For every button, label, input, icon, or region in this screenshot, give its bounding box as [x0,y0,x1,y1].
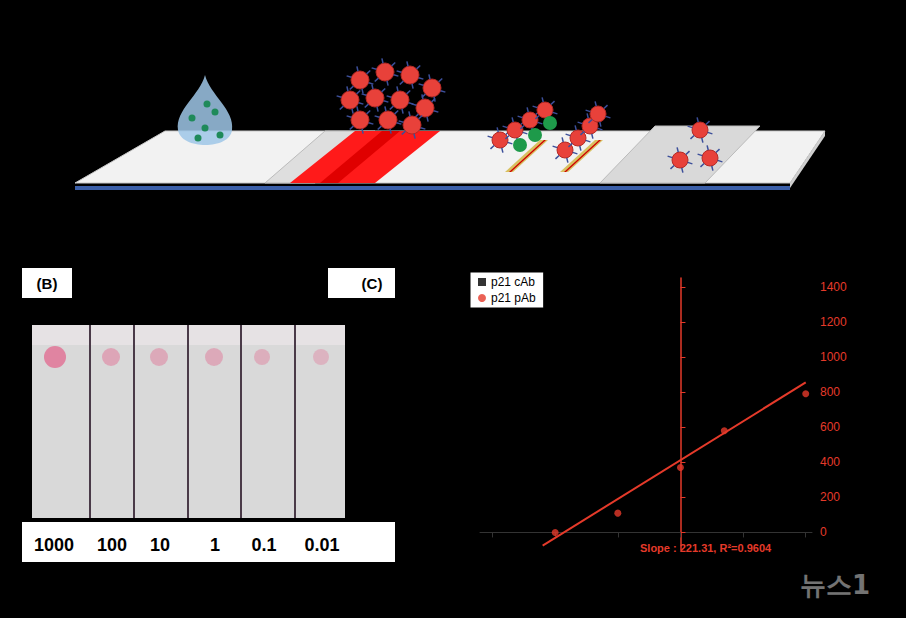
svg-text:400: 400 [820,455,840,469]
svg-text:(C): (C) [362,275,383,292]
svg-text:1000: 1000 [34,535,74,555]
svg-text:1000: 1000 [820,350,847,364]
svg-text:0.1: 0.1 [251,535,276,555]
svg-text:200: 200 [820,490,840,504]
svg-text:0: 0 [820,525,827,539]
svg-text:1400: 1400 [820,280,847,294]
svg-text:100: 100 [97,535,127,555]
svg-text:뉴스1: 뉴스1 [800,570,870,600]
svg-text:1: 1 [210,535,220,555]
svg-text:0.01: 0.01 [304,535,339,555]
svg-text:600: 600 [820,420,840,434]
svg-text:10: 10 [150,535,170,555]
svg-text:(B): (B) [37,275,58,292]
svg-text:p21 cAb: p21 cAb [491,275,535,289]
svg-text:800: 800 [820,385,840,399]
svg-text:1200: 1200 [820,315,847,329]
svg-text:p21 pAb: p21 pAb [491,291,536,305]
svg-text:Slope : 221.31, R²=0.9604: Slope : 221.31, R²=0.9604 [640,542,772,554]
